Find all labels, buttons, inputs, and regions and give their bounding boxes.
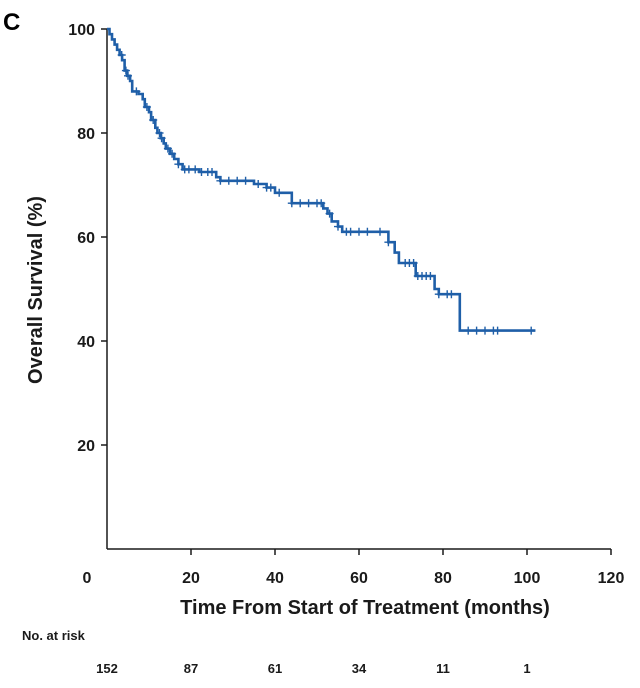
censor-mark xyxy=(304,199,313,208)
censor-mark xyxy=(434,290,443,299)
censor-mark xyxy=(493,326,502,335)
censor-mark xyxy=(149,116,158,124)
x-axis-ticks: 0 20 40 60 80 100 120 xyxy=(83,549,625,587)
censor-mark xyxy=(163,144,172,153)
censor-mark xyxy=(117,51,126,59)
censor-mark xyxy=(241,176,250,185)
panel-label: C xyxy=(3,9,20,36)
x-tick-label: 20 xyxy=(182,570,200,587)
censor-mark xyxy=(346,227,355,236)
survival-curve xyxy=(107,27,536,332)
x-axis-title: Time From Start of Treatment (months) xyxy=(180,597,550,619)
x-tick-label: 0 xyxy=(83,570,92,587)
x-tick-label: 80 xyxy=(434,570,452,587)
risk-value: 1 xyxy=(523,661,530,676)
censor-mark xyxy=(384,238,393,247)
risk-value: 87 xyxy=(184,661,198,676)
y-tick-label: 100 xyxy=(68,22,95,39)
censor-mark xyxy=(168,149,177,158)
censor-mark xyxy=(155,129,164,137)
censor-mark xyxy=(481,326,489,335)
y-tick-label: 20 xyxy=(77,438,95,455)
censor-mark xyxy=(376,227,384,236)
censor-mark xyxy=(409,259,418,267)
y-tick-label: 40 xyxy=(77,334,95,351)
risk-value: 61 xyxy=(268,661,282,676)
x-tick-label: 120 xyxy=(598,570,625,587)
censor-marks xyxy=(117,51,536,335)
axes xyxy=(106,29,611,550)
y-tick-label: 60 xyxy=(77,230,95,247)
y-axis-title: Overall Survival (%) xyxy=(25,196,47,384)
censor-mark xyxy=(208,168,216,176)
x-tick-label: 100 xyxy=(514,570,541,587)
censor-mark xyxy=(355,227,363,236)
censor-mark xyxy=(216,176,225,185)
y-tick-label: 80 xyxy=(77,126,95,143)
censor-mark xyxy=(317,199,326,208)
censor-mark xyxy=(363,227,372,236)
censor-mark xyxy=(124,71,132,80)
risk-table-title: No. at risk xyxy=(22,628,86,643)
censor-mark xyxy=(157,134,166,143)
censor-mark xyxy=(527,326,536,335)
censor-mark xyxy=(132,87,141,96)
censor-mark xyxy=(426,272,435,280)
censor-mark xyxy=(287,199,296,208)
censor-mark xyxy=(142,103,151,111)
censor-mark xyxy=(334,222,342,231)
censor-mark xyxy=(121,66,130,75)
censor-mark xyxy=(254,180,263,188)
risk-value: 152 xyxy=(96,661,118,676)
censor-mark xyxy=(447,290,456,299)
risk-value: 34 xyxy=(352,661,367,676)
censor-mark xyxy=(464,326,473,335)
censor-mark xyxy=(224,176,233,185)
censor-mark xyxy=(296,199,305,208)
survival-step-line xyxy=(107,27,536,332)
x-tick-label: 60 xyxy=(350,570,368,587)
x-tick-label: 40 xyxy=(266,570,284,587)
censor-mark xyxy=(174,160,183,169)
censor-mark xyxy=(233,176,242,185)
censor-mark xyxy=(266,183,275,192)
risk-table: 152 87 61 34 11 1 xyxy=(96,661,530,676)
censor-mark xyxy=(325,209,334,218)
censor-mark xyxy=(275,188,284,197)
censor-mark xyxy=(472,326,481,335)
y-axis-ticks: 20 40 60 80 100 xyxy=(68,22,107,455)
risk-value: 11 xyxy=(436,661,450,676)
censor-mark xyxy=(191,165,200,174)
